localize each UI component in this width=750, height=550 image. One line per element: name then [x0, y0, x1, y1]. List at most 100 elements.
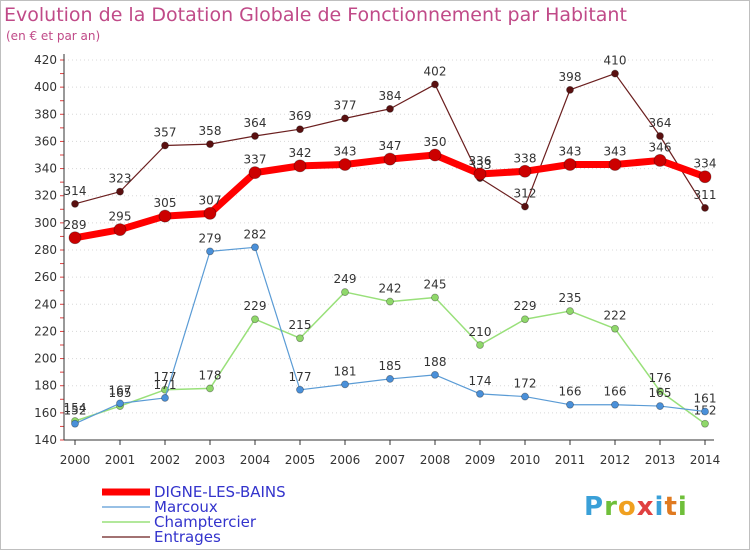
x-tick-label: 2001 — [105, 453, 136, 467]
data-label: 166 — [604, 385, 627, 399]
data-label: 188 — [424, 355, 447, 369]
data-label: 410 — [604, 54, 627, 68]
data-point — [71, 419, 79, 428]
data-label: 152 — [64, 404, 87, 418]
x-tick-label: 2014 — [690, 453, 721, 467]
x-tick-label: 2002 — [150, 453, 181, 467]
data-point — [383, 152, 397, 166]
data-point — [431, 370, 439, 379]
data-point — [71, 199, 79, 208]
data-label: 314 — [64, 184, 87, 198]
data-point — [521, 202, 529, 211]
data-label: 165 — [109, 386, 132, 400]
data-label: 245 — [424, 278, 447, 292]
data-point — [341, 288, 349, 296]
data-label: 338 — [514, 151, 537, 165]
y-tick-label: 420 — [34, 53, 57, 67]
data-point — [206, 140, 214, 149]
data-label: 364 — [244, 116, 267, 130]
x-tick-label: 2005 — [285, 453, 316, 467]
y-tick-label: 320 — [34, 189, 57, 203]
data-point — [431, 80, 439, 89]
x-tick-label: 2008 — [420, 453, 451, 467]
data-point — [656, 132, 664, 140]
data-label: 347 — [379, 139, 402, 153]
y-tick-label: 220 — [34, 324, 57, 338]
data-label: 154 — [64, 401, 87, 415]
legend-label-digne-les-bains: DIGNE-LES-BAINS — [154, 483, 286, 501]
data-label: 346 — [649, 140, 672, 154]
data-label: 402 — [424, 64, 447, 78]
data-point — [698, 170, 712, 184]
data-label: 167 — [109, 383, 132, 397]
y-tick-label: 340 — [34, 162, 57, 176]
data-label: 358 — [199, 124, 222, 138]
data-label: 295 — [109, 210, 132, 224]
y-tick-label: 380 — [34, 107, 57, 121]
data-label: 334 — [694, 157, 717, 171]
data-label: 307 — [199, 193, 222, 207]
data-point — [701, 419, 709, 428]
y-tick-label: 160 — [34, 406, 57, 420]
data-point — [338, 158, 352, 171]
data-point — [68, 231, 82, 245]
data-label: 178 — [199, 368, 222, 382]
data-label: 343 — [334, 145, 357, 159]
data-label: 398 — [559, 70, 582, 84]
data-point — [566, 400, 574, 409]
data-label: 222 — [604, 309, 627, 323]
data-point — [296, 334, 304, 343]
data-point — [251, 132, 259, 140]
data-point — [341, 114, 349, 123]
series-digne-les-bains: 289 295 305 307 337 342 343 347 350 336 338 343 343 3… — [64, 135, 717, 245]
data-label: 242 — [379, 282, 402, 296]
data-label: 171 — [154, 378, 177, 392]
data-label: 235 — [559, 291, 582, 305]
data-point — [206, 247, 214, 256]
data-point — [476, 341, 484, 349]
data-label: 337 — [244, 153, 267, 167]
data-label: 229 — [244, 299, 267, 313]
data-label: 249 — [334, 272, 357, 286]
data-point — [563, 158, 577, 171]
series-champtercier: 154 165 177 178 229 215 249 242 245 210 229 235 222 1… — [64, 272, 716, 428]
data-label: 323 — [109, 172, 132, 186]
data-point — [251, 315, 259, 324]
data-point — [566, 85, 574, 94]
data-label: 176 — [649, 371, 672, 385]
x-tick-label: 2010 — [510, 453, 541, 467]
data-point — [206, 384, 214, 393]
data-label: 364 — [649, 116, 672, 130]
data-label: 377 — [334, 98, 357, 112]
data-label: 343 — [604, 145, 627, 159]
data-label: 161 — [694, 392, 717, 406]
y-tick-label: 200 — [34, 352, 57, 366]
y-tick-label: 240 — [34, 297, 57, 311]
x-tick-label: 2003 — [195, 453, 226, 467]
data-label: 384 — [379, 89, 402, 103]
data-point — [386, 104, 394, 113]
data-point — [701, 407, 709, 416]
data-label: 357 — [154, 126, 177, 140]
data-point — [113, 223, 127, 237]
x-tick-label: 2013 — [645, 453, 676, 467]
x-tick-label: 2012 — [600, 453, 631, 467]
data-point — [566, 307, 574, 315]
data-label: 350 — [424, 135, 447, 149]
data-label: 177 — [289, 370, 312, 384]
data-point — [611, 400, 619, 409]
chart-subtitle: (en € et par an) — [6, 29, 101, 43]
data-point — [608, 158, 622, 171]
proxiti-logo: Proxiti — [584, 492, 688, 522]
data-label: 369 — [289, 109, 312, 123]
y-tick-label: 140 — [34, 433, 57, 447]
data-label: 229 — [514, 299, 537, 313]
data-label: 181 — [334, 364, 357, 378]
data-point — [296, 385, 304, 394]
data-point — [248, 166, 262, 180]
data-point — [431, 293, 439, 302]
data-label: 289 — [64, 218, 87, 232]
data-label: 166 — [559, 385, 582, 399]
